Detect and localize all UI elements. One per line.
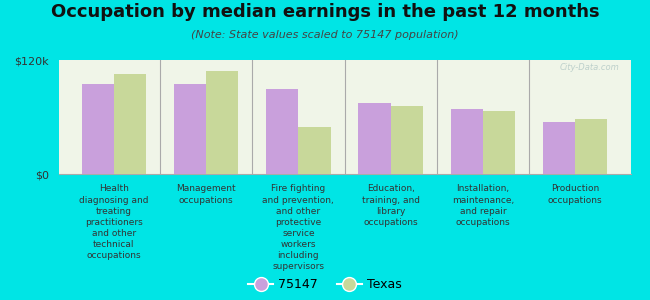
Text: Occupation by median earnings in the past 12 months: Occupation by median earnings in the pas… xyxy=(51,3,599,21)
Bar xyxy=(543,122,575,174)
Text: City-Data.com: City-Data.com xyxy=(559,63,619,72)
Bar xyxy=(81,84,114,174)
Bar xyxy=(298,127,331,174)
Bar xyxy=(114,74,146,174)
Bar xyxy=(206,71,239,174)
Bar xyxy=(266,88,298,174)
Bar xyxy=(358,103,391,174)
Legend: 75147, Texas: 75147, Texas xyxy=(243,274,407,296)
Bar xyxy=(174,84,206,174)
Bar xyxy=(450,110,483,174)
Bar xyxy=(483,111,515,174)
Bar xyxy=(575,119,608,174)
Text: (Note: State values scaled to 75147 population): (Note: State values scaled to 75147 popu… xyxy=(191,30,459,40)
Bar xyxy=(391,106,423,174)
